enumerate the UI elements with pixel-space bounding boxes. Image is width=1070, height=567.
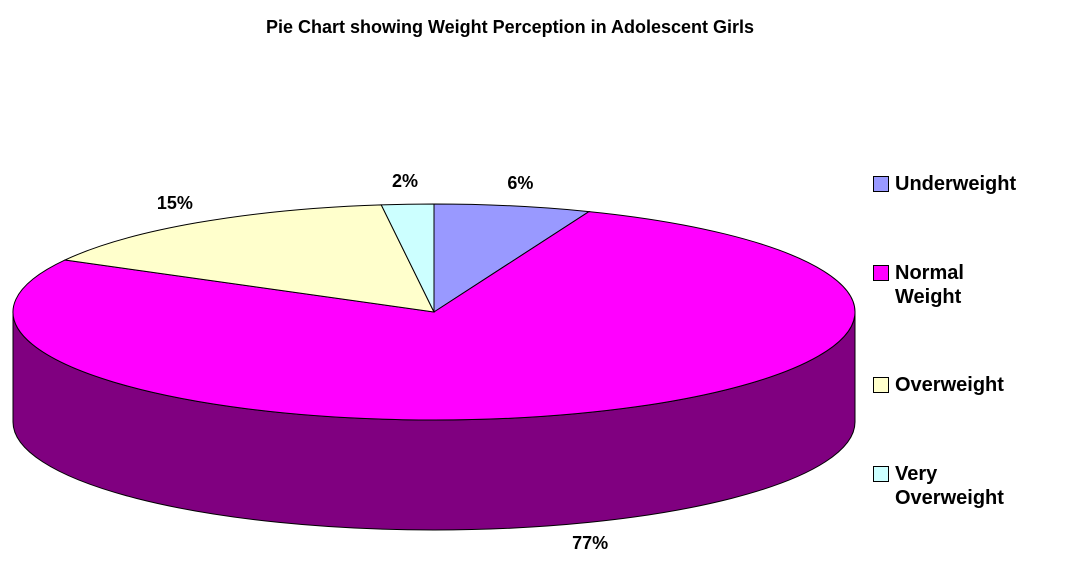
legend-swatch xyxy=(873,465,889,482)
legend-item: Overweight xyxy=(873,373,1025,397)
data-label: 77% xyxy=(572,533,608,553)
chart-title: Pie Chart showing Weight Perception in A… xyxy=(266,17,754,37)
legend-swatch xyxy=(873,377,889,394)
data-label: 2% xyxy=(392,171,418,191)
legend-item: Very Overweight xyxy=(873,462,1025,510)
legend-item: Underweight xyxy=(873,172,1025,196)
legend: Underweight Normal Weight Overweight Very O… xyxy=(873,172,1025,510)
legend-label: Underweight xyxy=(895,173,1017,195)
legend-swatch xyxy=(873,264,889,281)
data-label: 15% xyxy=(157,193,193,213)
legend-swatch xyxy=(873,176,889,192)
legend-label: Overweight xyxy=(895,374,1004,397)
legend-label: Normal Weight xyxy=(895,261,964,308)
legend-item: Normal Weight xyxy=(873,261,1025,309)
pie-slice xyxy=(63,204,435,313)
pie-slice xyxy=(380,203,435,313)
data-label: 6% xyxy=(507,173,533,193)
legend-label: Very Overweight xyxy=(895,462,1004,509)
pie-slice xyxy=(12,211,856,421)
pie-slice xyxy=(433,203,591,313)
